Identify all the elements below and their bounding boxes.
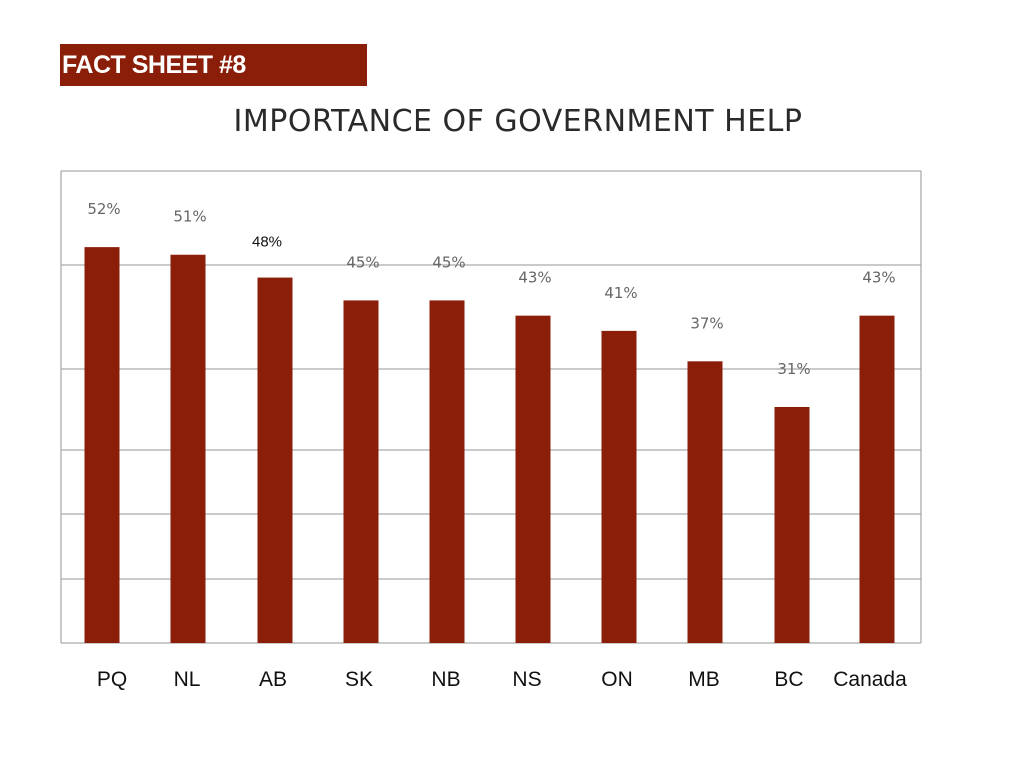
bar-canada (859, 315, 895, 643)
category-label-sk: SK (345, 668, 373, 691)
category-label-mb: MB (688, 668, 720, 691)
value-label-ab: 48% (252, 234, 282, 251)
category-label-ns: NS (512, 668, 541, 691)
bar-on (601, 330, 637, 643)
category-label-pq: PQ (97, 668, 127, 691)
bar-ab (257, 277, 293, 643)
value-label-layer: 52% 51% 48% 45% 45% 43% 41% 37% 31% 43% (87, 200, 895, 378)
value-label-mb: 37% (690, 314, 723, 332)
category-label-layer: PQ NL AB SK NB NS ON MB BC Canada (97, 668, 907, 691)
bar-mb (687, 361, 723, 643)
value-label-on: 41% (604, 284, 637, 302)
value-label-pq: 52% (87, 200, 120, 218)
value-label-bc: 31% (777, 360, 810, 378)
category-label-ab: AB (259, 668, 287, 691)
category-label-canada: Canada (833, 668, 907, 691)
bar-ns (515, 315, 551, 643)
value-label-canada: 43% (862, 269, 895, 287)
bar-nb (429, 300, 465, 643)
category-label-on: ON (601, 668, 633, 691)
category-label-bc: BC (774, 668, 803, 691)
value-label-sk: 45% (346, 253, 379, 271)
category-label-nb: NB (431, 668, 460, 691)
value-label-nb: 45% (432, 253, 465, 271)
bar-pq (84, 247, 120, 643)
category-label-nl: NL (174, 668, 201, 691)
value-label-ns: 43% (518, 269, 551, 287)
value-label-nl: 51% (173, 208, 206, 226)
bar-bc (774, 407, 810, 643)
bar-nl (170, 254, 206, 643)
fact-sheet-badge: FACT SHEET #8 (60, 44, 367, 86)
bar-sk (343, 300, 379, 643)
bar-layer (84, 247, 895, 643)
chart-title: IMPORTANCE OF GOVERNMENT HELP (233, 104, 803, 139)
